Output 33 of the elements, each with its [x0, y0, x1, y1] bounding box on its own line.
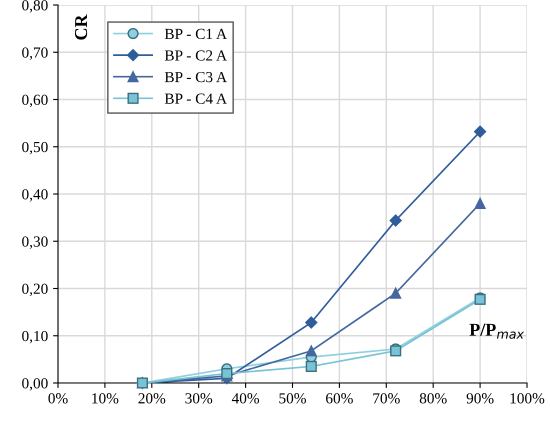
x-tick-label: 30% — [185, 393, 212, 404]
point — [474, 198, 486, 210]
x-axis-title: P/P$_{max}$ — [470, 324, 524, 339]
legend-label: BP - C1 A — [164, 28, 227, 40]
x-tick-label: 20% — [138, 393, 166, 404]
y-tick-label: 0,80 — [22, 0, 48, 13]
y-axis-title: CR — [74, 14, 88, 40]
y-tick-label: 0,00 — [22, 378, 48, 391]
y-tick-label: 0,40 — [22, 189, 48, 202]
y-tick-label: 0,10 — [22, 330, 48, 344]
point — [306, 345, 317, 356]
legend-label: BP - C2 A — [164, 50, 227, 61]
x-tick-label: 90% — [466, 393, 494, 404]
point — [390, 288, 402, 299]
y-tick-label: 0,30 — [22, 236, 48, 249]
x-tick-label: 0% — [48, 393, 68, 404]
y-tick-label: 0,20 — [22, 284, 48, 296]
x-tick-label: 50% — [279, 393, 306, 404]
x-tick-label: 10% — [92, 393, 118, 404]
point — [305, 316, 318, 329]
legend-label: BP - C3 A — [164, 72, 227, 82]
x-tick-label: 60% — [326, 393, 353, 404]
point — [390, 214, 402, 227]
point — [474, 126, 486, 138]
x-tick-label: 100% — [510, 393, 544, 404]
point — [306, 360, 317, 372]
x-tick-label: 40% — [232, 393, 260, 404]
x-tick-label: 70% — [373, 393, 400, 404]
y-tick-label: 0,60 — [22, 94, 48, 108]
y-tick-label: 0,70 — [22, 47, 48, 60]
legend-label: BP - C4 A — [164, 94, 227, 104]
y-tick-label: 0,50 — [22, 142, 48, 154]
x-tick-label: 80% — [420, 393, 447, 404]
